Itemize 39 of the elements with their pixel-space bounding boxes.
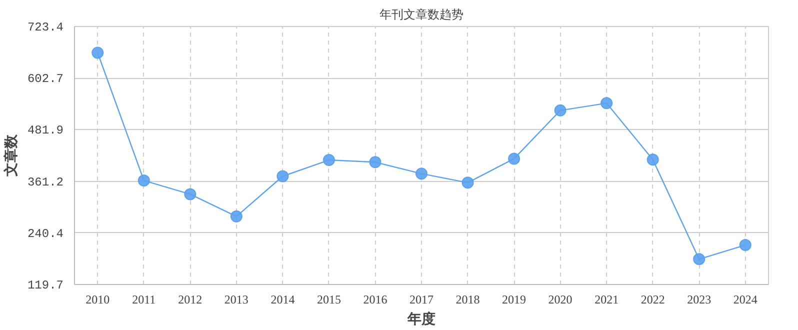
point [92,46,104,59]
x-tick-label: 2022 [640,292,665,306]
point [554,104,566,116]
x-tick-label: 2017 [410,292,434,306]
x-tick-label: 2014 [270,292,295,306]
x-tick-label: 2011 [132,292,156,306]
x-tick-label: 2023 [687,292,712,306]
y-tick-label: 723.4 [27,20,64,34]
x-tick-label: 2021 [594,292,619,306]
point [322,154,335,166]
x-axis-title: 年度 [406,310,436,328]
point [462,176,474,189]
y-axis-title: 文章数 [2,134,20,178]
x-tick-label: 2020 [548,292,572,306]
chart-title: 年刊文章数趋势 [380,8,464,22]
y-tick-label: 361.2 [27,175,64,190]
point [230,210,242,222]
x-tick-label: 2016 [363,292,388,306]
point [276,170,289,182]
point [138,174,150,187]
point [693,253,706,266]
point [416,168,428,180]
y-tick-label: 240.4 [27,226,64,241]
point [369,156,382,168]
point [600,97,613,110]
point [184,188,196,200]
point [646,154,659,166]
y-tick-label: 481.9 [27,124,64,138]
x-tick-label: 2019 [502,292,526,306]
point [739,239,752,252]
x-tick-label: 2015 [316,292,341,306]
y-tick-label: 602.7 [27,72,64,86]
y-tick-label: 119.7 [27,278,64,292]
x-tick-label: 2013 [224,292,248,306]
x-tick-label: 2010 [86,292,110,306]
x-tick-label: 2018 [456,292,480,306]
x-tick-label: 2024 [733,292,758,306]
point [508,152,520,165]
x-tick-label: 2012 [178,292,202,306]
